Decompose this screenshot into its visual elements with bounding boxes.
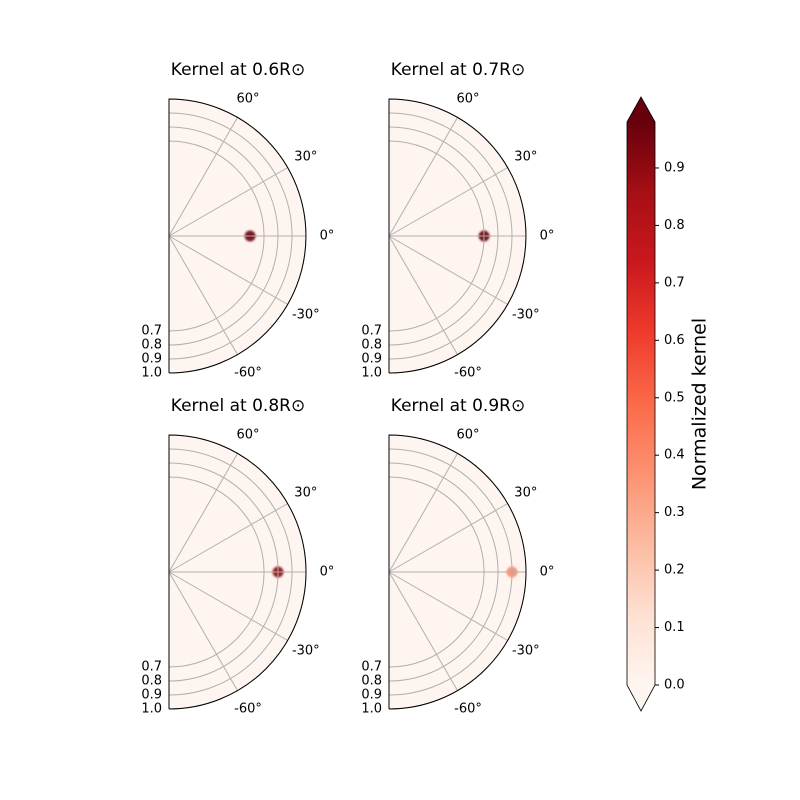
theta-grid-line [168, 167, 288, 237]
r-tick-label: 1.0 [361, 702, 382, 717]
theta-tick-label: 60° [456, 92, 479, 107]
theta-tick-label: 60° [456, 428, 479, 443]
theta-tick-label: 0° [320, 565, 335, 580]
theta-grid-line [168, 235, 288, 305]
theta-tick-label: 30° [514, 150, 537, 165]
theta-tick-label: -60° [234, 701, 262, 716]
r-tick-label: 0.8 [361, 338, 382, 353]
polar-spine [168, 98, 307, 374]
r-tick-label: 1.0 [141, 366, 162, 381]
colorbar-tick-label: 0.5 [664, 390, 685, 405]
theta-tick-label: -30° [512, 644, 540, 659]
theta-tick-label: -60° [454, 365, 482, 380]
r-tick-label: 0.8 [361, 674, 382, 689]
colorbar-tick-label: 0.8 [664, 218, 685, 233]
r-tick-label: 0.9 [361, 352, 382, 367]
colorbar-tick-label: 0.2 [664, 563, 685, 578]
theta-tick-label: -60° [234, 365, 262, 380]
r-tick-label: 0.8 [141, 674, 162, 689]
colorbar-label: Normalized kernel [689, 318, 711, 490]
r-tick-label: 0.9 [141, 352, 162, 367]
r-tick-label: 1.0 [141, 702, 162, 717]
r-tick-label: 0.7 [141, 324, 162, 339]
theta-tick-label: 0° [540, 229, 555, 244]
colorbar-tick-label: 0.0 [664, 678, 685, 693]
colorbar-tick-label: 0.6 [664, 333, 685, 348]
theta-grid-line [168, 117, 238, 237]
theta-grid-line [388, 167, 508, 237]
r-tick-label: 0.9 [141, 688, 162, 703]
subplot-title: Kernel at 0.7R⊙ [391, 60, 525, 80]
theta-tick-label: 60° [236, 92, 259, 107]
r-tick-label: 0.7 [361, 324, 382, 339]
colorbar-tick-label: 0.3 [664, 505, 685, 520]
theta-grid-line [168, 571, 238, 691]
colorbar-extend-max [627, 97, 655, 122]
r-tick-label: 0.7 [361, 660, 382, 675]
theta-tick-label: 30° [514, 486, 537, 501]
polar-spine [388, 434, 527, 710]
theta-grid-line [388, 571, 458, 691]
r-tick-label: 0.7 [141, 660, 162, 675]
theta-grid-line [388, 571, 508, 641]
colorbar-tick-label: 0.7 [664, 275, 685, 290]
theta-grid-line [168, 453, 238, 573]
theta-tick-label: -30° [512, 308, 540, 323]
theta-grid-line [168, 235, 238, 355]
theta-tick-label: 60° [236, 428, 259, 443]
subplot-title: Kernel at 0.9R⊙ [391, 396, 525, 416]
theta-tick-label: -30° [292, 308, 320, 323]
theta-tick-label: -60° [454, 701, 482, 716]
colorbar-extend-min [627, 685, 655, 711]
colorbar-body [627, 122, 655, 685]
theta-tick-label: -30° [292, 644, 320, 659]
r-tick-label: 0.9 [361, 688, 382, 703]
theta-tick-label: 30° [294, 486, 317, 501]
theta-grid-line [388, 503, 508, 573]
theta-tick-label: 30° [294, 150, 317, 165]
theta-grid-line [388, 117, 458, 237]
theta-grid-line [388, 235, 508, 305]
polar-spine [168, 434, 307, 710]
r-tick-label: 1.0 [361, 366, 382, 381]
subplot-title: Kernel at 0.8R⊙ [171, 396, 305, 416]
theta-tick-label: 0° [320, 229, 335, 244]
polar-spine [388, 98, 527, 374]
colorbar-tick-label: 0.1 [664, 620, 685, 635]
colorbar-tick-label: 0.9 [664, 160, 685, 175]
theta-grid-line [388, 453, 458, 573]
r-tick-label: 0.8 [141, 338, 162, 353]
theta-grid-line [168, 503, 288, 573]
subplot-title: Kernel at 0.6R⊙ [171, 60, 305, 80]
colorbar-tick-label: 0.4 [664, 448, 685, 463]
theta-grid-line [388, 235, 458, 355]
theta-tick-label: 0° [540, 565, 555, 580]
theta-grid-line [168, 571, 288, 641]
